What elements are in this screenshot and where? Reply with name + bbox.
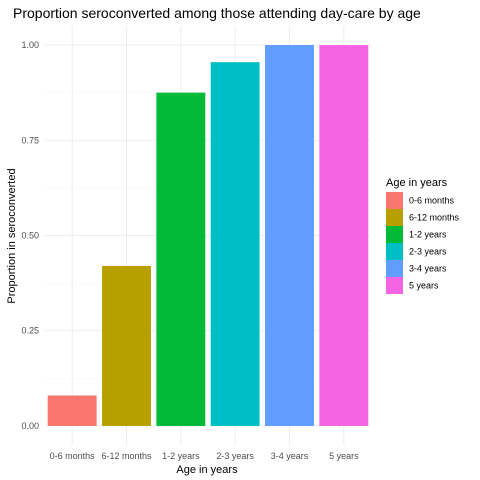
y-tick-label: 0.75 <box>21 135 39 145</box>
x-tick-label: 5 years <box>329 451 359 461</box>
legend-label: 1-2 years <box>409 230 447 240</box>
legend-label: 6-12 months <box>409 213 460 223</box>
legend-swatch <box>386 277 403 294</box>
y-axis-title: Proportion in seroconverted <box>6 168 18 303</box>
bar-5-years <box>319 45 369 426</box>
legend-title: Age in years <box>386 177 448 189</box>
legend-swatch <box>386 260 403 277</box>
x-tick-label: 1-2 years <box>162 451 200 461</box>
bar-1-2-years <box>156 92 206 426</box>
x-axis-title: Age in years <box>176 464 238 476</box>
y-axis-ticks: 0.00 0.25 0.50 0.75 1.00 <box>21 40 39 431</box>
legend-label: 5 years <box>409 281 439 291</box>
legend-swatch <box>386 209 403 226</box>
legend-items: 0-6 months 6-12 months 1-2 years 2-3 years 3… <box>386 192 460 294</box>
legend-label: 2-3 years <box>409 247 447 257</box>
x-tick-label: 3-4 years <box>271 451 309 461</box>
chart-title: Proportion seroconverted among those att… <box>13 5 421 21</box>
bar-6-12-months <box>102 265 151 426</box>
bar-0-6-months <box>47 395 97 426</box>
x-tick-label: 0-6 months <box>50 451 96 461</box>
bars <box>47 45 369 426</box>
legend-label: 3-4 years <box>409 264 447 274</box>
x-axis-ticks: 0-6 months 6-12 months 1-2 years 2-3 years 3… <box>50 451 359 461</box>
legend: Age in years 0-6 months 6-12 months 1-2 ye… <box>386 177 460 294</box>
x-tick-label: 2-3 years <box>216 451 254 461</box>
legend-label: 0-6 months <box>409 196 455 206</box>
y-tick-label: 1.00 <box>21 40 39 50</box>
legend-swatch <box>386 226 403 243</box>
y-tick-label: 0.25 <box>21 326 39 336</box>
bar-2-3-years <box>210 62 260 426</box>
legend-swatch <box>386 192 403 209</box>
legend-swatch <box>386 243 403 260</box>
y-tick-label: 0.50 <box>21 231 39 241</box>
x-tick-label: 6-12 months <box>101 451 152 461</box>
y-tick-label: 0.00 <box>21 421 39 431</box>
bar-3-4-years <box>265 45 314 426</box>
